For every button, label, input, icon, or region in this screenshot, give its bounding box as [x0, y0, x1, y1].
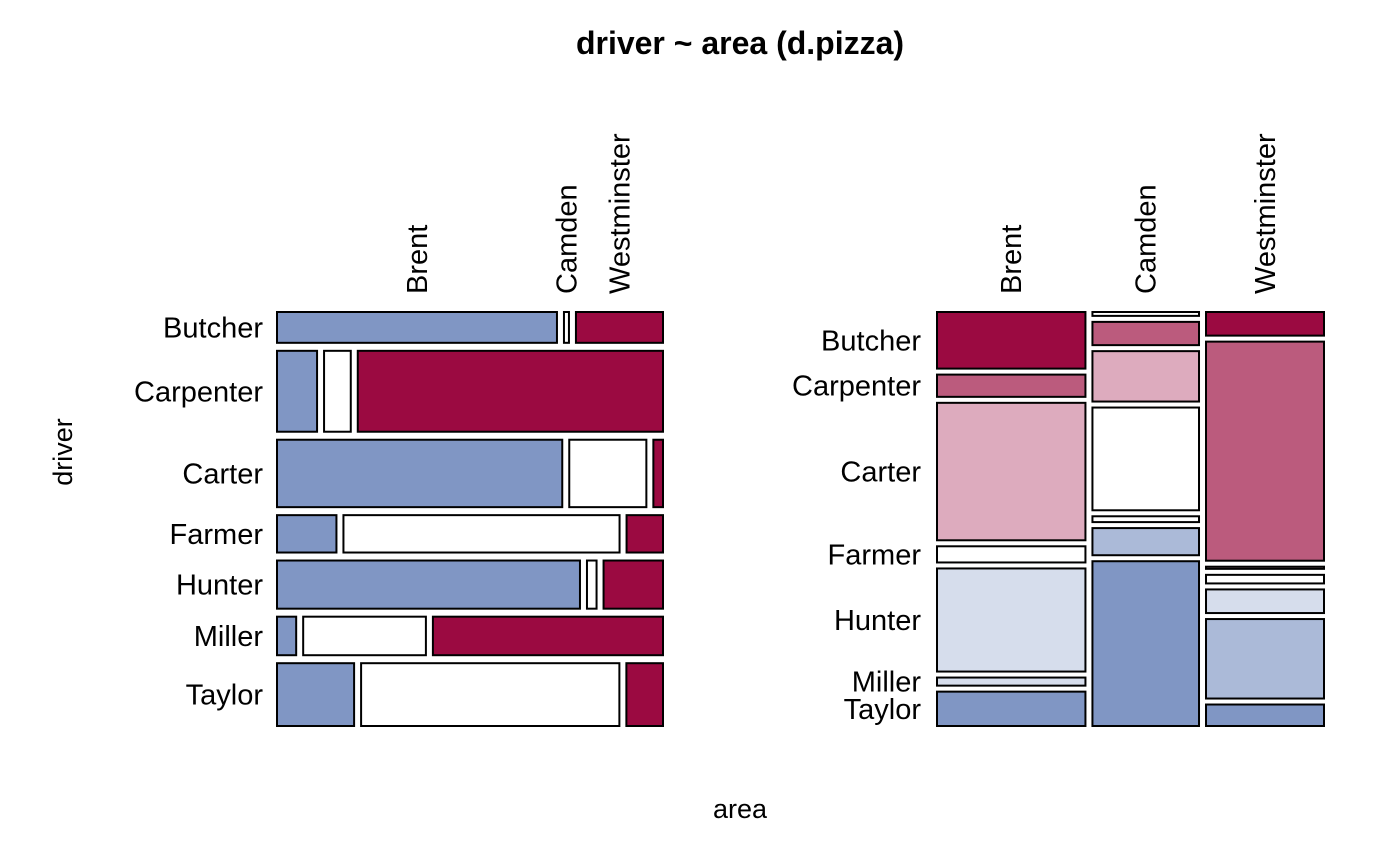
mosaic-cell-miller-camden — [302, 615, 427, 657]
mosaic-cell-westminster-taylor — [1205, 703, 1326, 728]
mosaic-cell-westminster-farmer — [1205, 573, 1326, 585]
mosaic-cell-butcher-camden — [562, 311, 570, 344]
mosaic-cell-brent-farmer — [936, 545, 1087, 564]
mosaic-cell-brent-carter — [936, 401, 1087, 542]
row-label-miller: Miller — [852, 667, 922, 699]
mosaic-cell-carter-camden — [568, 438, 648, 509]
mosaic-cell-carter-westminster — [652, 438, 664, 509]
mosaic-cell-camden-taylor — [1091, 560, 1201, 727]
row-label-taylor: Taylor — [186, 680, 264, 712]
mosaic-cell-brent-carpenter — [936, 373, 1087, 398]
mosaic-cell-westminster-butcher — [1205, 311, 1326, 337]
chart-title: driver ~ area (d.pizza) — [576, 25, 904, 61]
y-axis-title: driver — [48, 418, 78, 486]
row-label-farmer: Farmer — [828, 539, 922, 571]
mosaic-cell-taylor-brent — [276, 662, 356, 728]
mosaic-cell-camden-farmer — [1091, 406, 1201, 512]
mosaic-cell-camden-carter — [1091, 350, 1201, 403]
column-label-camden: Camden — [551, 184, 583, 294]
mosaic-cell-hunter-westminster — [602, 559, 664, 610]
column-label-brent: Brent — [402, 225, 434, 294]
mosaic-cell-butcher-brent — [276, 311, 558, 344]
right-mosaic-panel: Brent Camden Westminster Butcher Carpenter Ca… — [792, 133, 1326, 728]
row-label-miller: Miller — [194, 621, 264, 653]
mosaic-cell-farmer-camden — [342, 514, 621, 554]
column-label-brent: Brent — [996, 225, 1028, 294]
mosaic-cell-camden-carpenter — [1091, 320, 1201, 347]
mosaic-cell-butcher-westminster — [574, 311, 664, 344]
mosaic-cell-brent-hunter — [936, 567, 1087, 673]
row-label-carpenter: Carpenter — [134, 376, 263, 408]
mosaic-cell-westminster-miller — [1205, 618, 1326, 700]
mosaic-cell-camden-hunter — [1091, 515, 1201, 524]
mosaic-cell-miller-brent — [276, 615, 298, 657]
row-label-carter: Carter — [840, 457, 921, 489]
mosaic-cell-carter-brent — [276, 438, 564, 509]
mosaic-cell-farmer-brent — [276, 514, 338, 554]
mosaic-cell-brent-miller — [936, 676, 1087, 687]
mosaic-cell-westminster-carpenter — [1205, 340, 1326, 562]
mosaic-cell-taylor-camden — [360, 662, 621, 728]
mosaic-cell-carpenter-westminster — [356, 349, 664, 433]
mosaic-cell-hunter-brent — [276, 559, 581, 610]
row-label-hunter: Hunter — [176, 570, 263, 602]
row-label-carpenter: Carpenter — [792, 371, 921, 403]
mosaic-cell-carpenter-brent — [276, 349, 319, 433]
mosaic-cell-hunter-camden — [585, 559, 598, 610]
mosaic-cell-brent-butcher — [936, 311, 1087, 370]
column-label-westminster: Westminster — [1250, 133, 1282, 294]
column-label-camden: Camden — [1131, 184, 1163, 294]
row-label-butcher: Butcher — [821, 325, 921, 357]
mosaic-cell-westminster-carter — [1205, 565, 1326, 570]
mosaic-cell-taylor-westminster — [625, 662, 665, 728]
left-mosaic-panel: Butcher Carpenter Carter Farmer Hunter Miller… — [134, 133, 665, 728]
column-label-westminster: Westminster — [604, 133, 636, 294]
row-label-hunter: Hunter — [834, 605, 921, 637]
mosaic-cell-farmer-westminster — [625, 514, 665, 554]
row-label-farmer: Farmer — [170, 519, 264, 551]
mosaic-cell-carpenter-camden — [323, 349, 352, 433]
mosaic-cell-camden-butcher — [1091, 311, 1201, 317]
mosaic-cell-brent-taylor — [936, 690, 1087, 728]
mosaic-cell-miller-westminster — [431, 615, 664, 657]
row-label-carter: Carter — [182, 458, 263, 490]
row-label-butcher: Butcher — [163, 312, 263, 344]
row-label-taylor: Taylor — [844, 694, 922, 726]
mosaic-cell-camden-miller — [1091, 527, 1201, 557]
mosaic-cell-westminster-hunter — [1205, 588, 1326, 615]
x-axis-title: area — [713, 794, 768, 824]
